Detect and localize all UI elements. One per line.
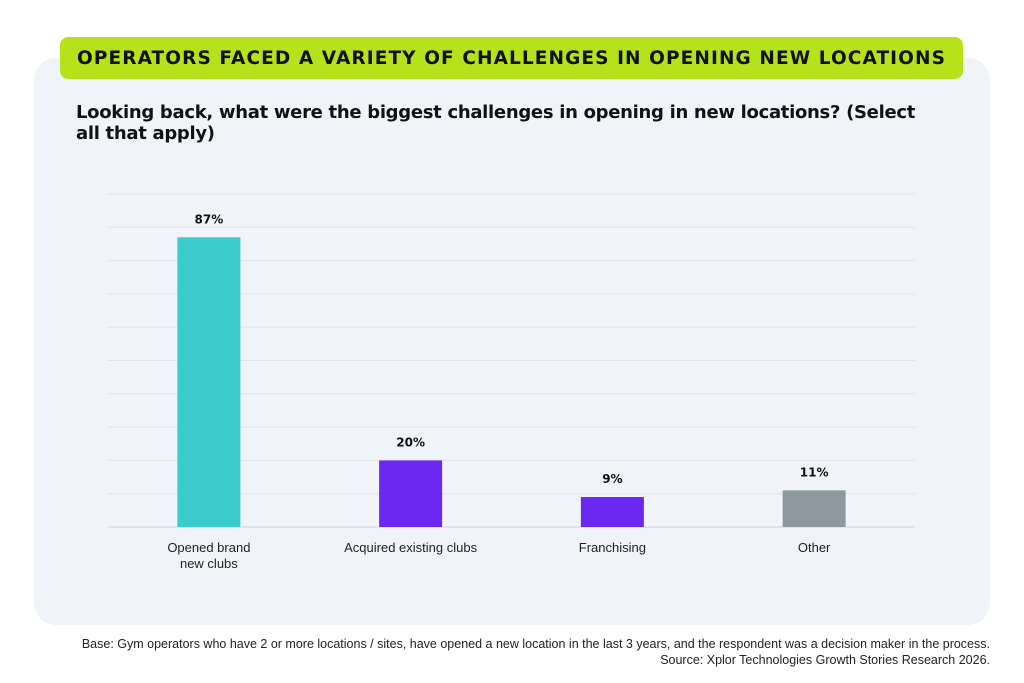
question-text: Looking back, what were the biggest chal… [76,102,916,144]
data-label: 87% [195,212,224,226]
category-label: Franchising [579,540,646,555]
data-label: 11% [800,465,829,479]
category-label: Acquired existing clubs [344,540,477,555]
title-banner: OPERATORS FACED A VARIETY OF CHALLENGES … [60,37,963,79]
category-label: Opened brand new clubs [167,540,250,571]
footnote-source: Source: Xplor Technologies Growth Storie… [660,653,990,667]
bar [177,237,241,528]
banner-title: OPERATORS FACED A VARIETY OF CHALLENGES … [77,47,946,69]
category-label: Other [798,540,831,555]
footnote: Base: Gym operators who have 2 or more l… [82,636,990,668]
footnote-base: Base: Gym operators who have 2 or more l… [81,637,990,651]
bar [580,497,644,527]
bar [379,460,443,527]
data-label: 9% [602,472,622,486]
bar [782,490,846,527]
data-label: 20% [396,435,425,449]
